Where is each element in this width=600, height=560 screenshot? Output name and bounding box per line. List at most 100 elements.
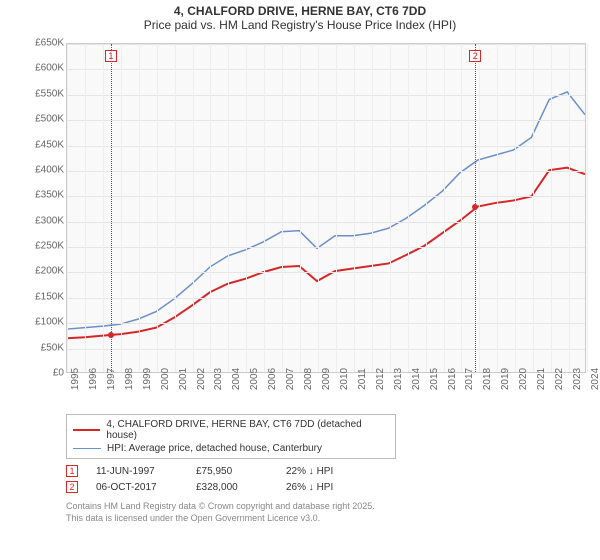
transaction-row: 111-JUN-1997£75,95022% ↓ HPI [66, 463, 590, 479]
x-tick-label: 2020 [518, 368, 529, 390]
transaction-diff: 26% ↓ HPI [286, 482, 376, 493]
y-tick-label: £450K [24, 139, 64, 150]
attribution-line2: This data is licensed under the Open Gov… [66, 513, 590, 525]
y-tick-label: £550K [24, 88, 64, 99]
x-tick-label: 2004 [231, 368, 242, 390]
x-tick-label: 2024 [590, 368, 600, 390]
gridline-v [67, 44, 68, 372]
gridline-h [67, 222, 585, 223]
gridline-v [157, 44, 158, 372]
legend-row: HPI: Average price, detached house, Cant… [73, 442, 389, 455]
legend-swatch [73, 448, 101, 449]
gridline-v [461, 44, 462, 372]
transaction-date: 06-OCT-2017 [96, 482, 196, 493]
y-tick-label: £100K [24, 317, 64, 328]
y-tick-label: £150K [24, 291, 64, 302]
x-tick-label: 2005 [249, 368, 260, 390]
gridline-h [67, 196, 585, 197]
x-tick-label: 2014 [411, 368, 422, 390]
y-tick-label: £500K [24, 114, 64, 125]
y-tick-label: £200K [24, 266, 64, 277]
y-tick-label: £350K [24, 190, 64, 201]
y-tick-label: £0 [24, 368, 64, 379]
plot-area: £0£50K£100K£150K£200K£250K£300K£350K£400… [28, 38, 588, 408]
gridline-v [175, 44, 176, 372]
chart-title: 4, CHALFORD DRIVE, HERNE BAY, CT6 7DD [10, 4, 590, 18]
gridline-v [193, 44, 194, 372]
x-tick-label: 2003 [213, 368, 224, 390]
x-tick-label: 2012 [375, 368, 386, 390]
transaction-price: £75,950 [196, 466, 286, 477]
x-tick-label: 2013 [393, 368, 404, 390]
gridline-h [67, 95, 585, 96]
x-tick-label: 2021 [536, 368, 547, 390]
y-tick-label: £650K [24, 38, 64, 49]
gridline-v [300, 44, 301, 372]
x-tick-label: 1996 [88, 368, 99, 390]
gridline-v [246, 44, 247, 372]
marker-box: 2 [469, 50, 481, 62]
x-tick-label: 2006 [267, 368, 278, 390]
gridline-v [228, 44, 229, 372]
y-tick-label: £300K [24, 215, 64, 226]
gridline-v [479, 44, 480, 372]
x-tick-label: 2016 [447, 368, 458, 390]
gridline-v [139, 44, 140, 372]
legend-swatch [73, 429, 100, 431]
gridline-v [569, 44, 570, 372]
gridline-v [210, 44, 211, 372]
gridline-v [85, 44, 86, 372]
transaction-marker: 1 [66, 465, 78, 477]
gridline-v [551, 44, 552, 372]
x-tick-label: 2002 [196, 368, 207, 390]
gridline-v [336, 44, 337, 372]
gridline-v [282, 44, 283, 372]
x-tick-label: 1997 [106, 368, 117, 390]
gridline-h [67, 247, 585, 248]
x-tick-label: 1999 [142, 368, 153, 390]
gridline-h [67, 272, 585, 273]
transaction-diff: 22% ↓ HPI [286, 466, 376, 477]
chart-subtitle: Price paid vs. HM Land Registry's House … [10, 18, 590, 32]
x-tick-label: 2011 [357, 368, 368, 390]
x-tick-label: 2022 [554, 368, 565, 390]
gridline-h [67, 171, 585, 172]
x-tick-label: 2018 [482, 368, 493, 390]
x-tick-label: 2008 [303, 368, 314, 390]
x-tick-label: 2000 [160, 368, 171, 390]
transaction-row: 206-OCT-2017£328,00026% ↓ HPI [66, 479, 590, 495]
chart-container: 4, CHALFORD DRIVE, HERNE BAY, CT6 7DD Pr… [0, 0, 600, 560]
gridline-v [533, 44, 534, 372]
gridline-h [67, 69, 585, 70]
gridline-h [67, 323, 585, 324]
legend: 4, CHALFORD DRIVE, HERNE BAY, CT6 7DD (d… [66, 414, 396, 459]
gridline-v [587, 44, 588, 372]
x-tick-label: 2017 [464, 368, 475, 390]
y-tick-label: £250K [24, 241, 64, 252]
gridline-v [426, 44, 427, 372]
gridline-v [103, 44, 104, 372]
x-tick-label: 2019 [500, 368, 511, 390]
plot-inner: 12 [66, 43, 586, 373]
gridline-v [515, 44, 516, 372]
x-tick-label: 1998 [124, 368, 135, 390]
gridline-h [67, 146, 585, 147]
transactions-table: 111-JUN-1997£75,95022% ↓ HPI 2 06-OCT-2017… [66, 463, 590, 495]
gridline-h [67, 298, 585, 299]
gridline-v [264, 44, 265, 372]
transaction-marker: 2 [66, 481, 78, 493]
marker-point [472, 204, 478, 210]
hpi-line [67, 92, 585, 329]
gridline-v [390, 44, 391, 372]
gridline-v [121, 44, 122, 372]
gridline-v [497, 44, 498, 372]
x-tick-label: 2010 [339, 368, 350, 390]
gridline-h [67, 44, 585, 45]
gridline-v [318, 44, 319, 372]
legend-label: HPI: Average price, detached house, Cant… [107, 443, 322, 454]
x-tick-label: 2001 [178, 368, 189, 390]
attribution-line1: Contains HM Land Registry data © Crown c… [66, 501, 590, 513]
x-tick-label: 2009 [321, 368, 332, 390]
gridline-v [408, 44, 409, 372]
marker-box: 1 [105, 50, 117, 62]
